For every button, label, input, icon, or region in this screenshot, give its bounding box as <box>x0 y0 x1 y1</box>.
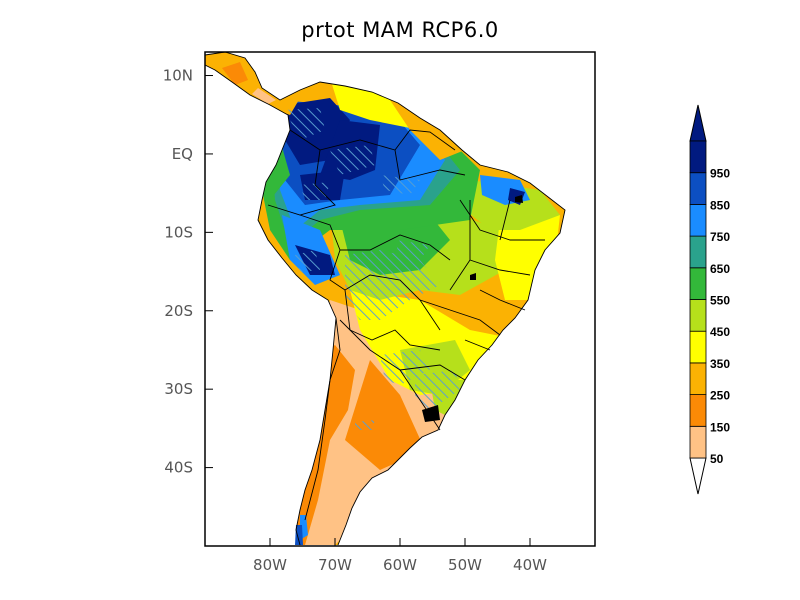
lon-tick-label: 70W <box>318 556 352 574</box>
colorbar-box <box>689 267 707 300</box>
longitude-axis: 80W 70W 60W 50W 40W <box>253 538 547 574</box>
colorbar: 50 150 250 350 450 550 650 750 850 950 <box>689 104 730 495</box>
lat-tick-label: 10N <box>163 67 193 85</box>
colorbar-label: 550 <box>710 294 730 308</box>
colorbar-box <box>689 330 707 364</box>
colorbar-label: 150 <box>710 420 730 434</box>
lon-tick-label: 40W <box>513 556 547 574</box>
colorbar-label: 450 <box>710 325 730 339</box>
colorbar-label: 950 <box>710 167 730 181</box>
lat-tick-label: 40S <box>164 459 193 477</box>
colorbar-box <box>689 299 707 332</box>
colorbar-label: 250 <box>710 389 730 403</box>
lon-tick-label: 60W <box>383 556 417 574</box>
latitude-axis: 10N EQ 10S 20S 30S 40S <box>163 67 213 477</box>
colorbar-over-triangle <box>689 104 707 142</box>
lon-tick-label: 80W <box>253 556 287 574</box>
colorbar-label: 750 <box>710 230 730 244</box>
colorbar-label: 50 <box>710 452 724 466</box>
colorbar-label: 650 <box>710 262 730 276</box>
colorbar-under-triangle <box>689 457 707 495</box>
lat-tick-label: 20S <box>164 302 193 320</box>
lat-tick-label: EQ <box>172 145 193 163</box>
lon-tick-label: 50W <box>448 556 482 574</box>
colorbar-label: 850 <box>710 198 730 212</box>
map-title: prtot MAM RCP6.0 <box>301 18 499 42</box>
colorbar-box <box>689 394 707 427</box>
colorbar-box <box>689 203 707 237</box>
colorbar-label: 350 <box>710 357 730 371</box>
lat-tick-label: 10S <box>164 223 193 241</box>
colorbar-box <box>689 140 707 174</box>
colorbar-box <box>689 172 707 205</box>
colorbar-box <box>689 425 707 459</box>
colorbar-box <box>689 235 707 269</box>
colorbar-box <box>689 362 707 395</box>
lat-tick-label: 30S <box>164 380 193 398</box>
